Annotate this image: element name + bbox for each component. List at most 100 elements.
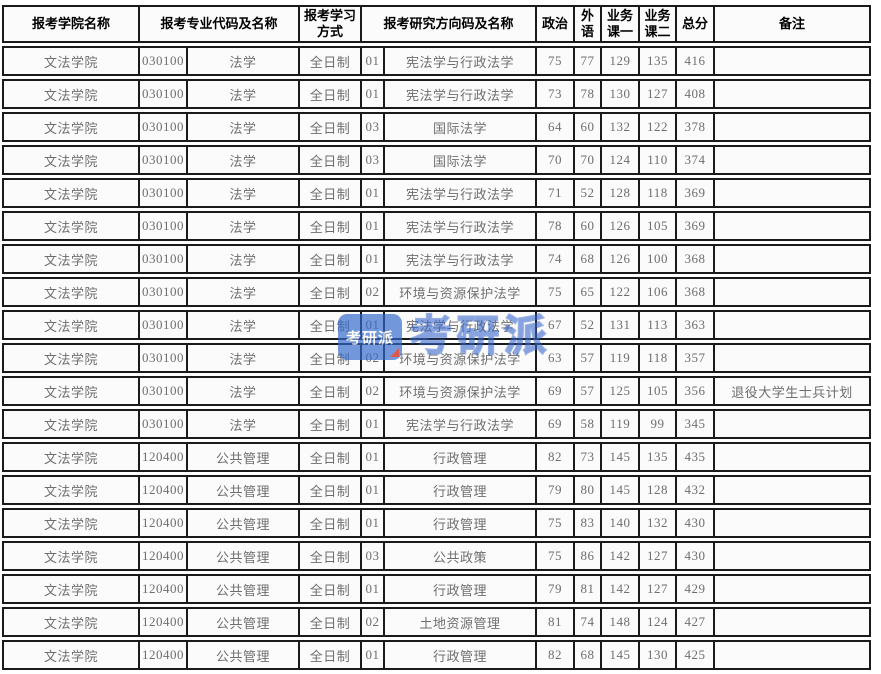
cell-course1: 132 — [602, 112, 641, 142]
cell-note — [715, 409, 872, 439]
cell-course2: 127 — [640, 79, 678, 109]
cell-major_name: 公共管理 — [188, 541, 301, 571]
cell-course1: 145 — [602, 442, 641, 472]
col-header-study-mode: 报考学习方式 — [300, 5, 363, 43]
cell-politics: 79 — [537, 475, 576, 505]
cell-note — [715, 112, 872, 142]
cell-total: 435 — [677, 442, 716, 472]
cell-course1: 129 — [602, 46, 641, 76]
col-header-course1: 业务课一 — [602, 5, 641, 43]
cell-foreign_lang: 73 — [575, 442, 603, 472]
cell-foreign_lang: 80 — [575, 475, 603, 505]
table-row: 文法学院 030100 法学 全日制 03 国际法学 64 60 132 122 378 — [2, 112, 872, 142]
cell-dir_name: 宪法学与行政法学 — [385, 79, 538, 109]
cell-college: 文法学院 — [2, 409, 140, 439]
cell-course1: 142 — [602, 541, 641, 571]
cell-study_mode: 全日制 — [300, 310, 363, 340]
cell-major_code: 030100 — [140, 145, 188, 175]
cell-course2: 106 — [640, 277, 678, 307]
cell-foreign_lang: 78 — [575, 79, 603, 109]
cell-note — [715, 46, 872, 76]
cell-note — [715, 574, 872, 604]
cell-foreign_lang: 68 — [575, 640, 603, 670]
cell-course2: 118 — [640, 178, 678, 208]
cell-total: 427 — [677, 607, 716, 637]
cell-study_mode: 全日制 — [300, 475, 363, 505]
cell-major_code: 030100 — [140, 244, 188, 274]
cell-total: 368 — [677, 277, 716, 307]
cell-course2: 124 — [640, 607, 678, 637]
cell-note — [715, 607, 872, 637]
cell-dir_name: 行政管理 — [385, 475, 538, 505]
cell-study_mode: 全日制 — [300, 145, 363, 175]
cell-note — [715, 145, 872, 175]
cell-major_name: 法学 — [188, 112, 301, 142]
cell-course2: 127 — [640, 574, 678, 604]
cell-foreign_lang: 60 — [575, 112, 603, 142]
cell-dir_name: 宪法学与行政法学 — [385, 46, 538, 76]
cell-major_code: 120400 — [140, 442, 188, 472]
cell-foreign_lang: 57 — [575, 376, 603, 406]
table-row: 文法学院 120400 公共管理 全日制 01 行政管理 79 81 142 127 429 — [2, 574, 872, 604]
cell-dir_code: 03 — [362, 145, 386, 175]
cell-course1: 145 — [602, 640, 641, 670]
table-row: 文法学院 120400 公共管理 全日制 01 行政管理 79 80 145 128 432 — [2, 475, 872, 505]
col-header-direction: 报考研究方向码及名称 — [362, 5, 538, 43]
cell-study_mode: 全日制 — [300, 409, 363, 439]
cell-course1: 119 — [602, 409, 641, 439]
cell-note — [715, 640, 872, 670]
cell-major_name: 法学 — [188, 376, 301, 406]
cell-dir_name: 行政管理 — [385, 574, 538, 604]
cell-dir_code: 01 — [362, 46, 386, 76]
cell-major_code: 030100 — [140, 376, 188, 406]
cell-course2: 135 — [640, 442, 678, 472]
cell-major_code: 030100 — [140, 112, 188, 142]
cell-foreign_lang: 52 — [575, 178, 603, 208]
cell-note — [715, 310, 872, 340]
cell-major_code: 030100 — [140, 409, 188, 439]
cell-major_name: 法学 — [188, 277, 301, 307]
cell-course2: 132 — [640, 508, 678, 538]
cell-major_name: 法学 — [188, 310, 301, 340]
cell-college: 文法学院 — [2, 607, 140, 637]
cell-study_mode: 全日制 — [300, 442, 363, 472]
cell-major_code: 120400 — [140, 541, 188, 571]
cell-foreign_lang: 60 — [575, 211, 603, 241]
cell-note — [715, 178, 872, 208]
cell-major_code: 030100 — [140, 343, 188, 373]
cell-course2: 118 — [640, 343, 678, 373]
table-row: 文法学院 030100 法学 全日制 02 环境与资源保护法学 69 57 125 105 356 退… — [2, 376, 872, 406]
col-header-course2: 业务课二 — [640, 5, 678, 43]
cell-college: 文法学院 — [2, 277, 140, 307]
cell-note — [715, 244, 872, 274]
table-row: 文法学院 120400 公共管理 全日制 01 行政管理 82 68 145 130 425 — [2, 640, 872, 670]
cell-course2: 99 — [640, 409, 678, 439]
cell-dir_code: 02 — [362, 376, 386, 406]
cell-total: 369 — [677, 211, 716, 241]
cell-major_code: 030100 — [140, 277, 188, 307]
cell-note: 退役大学生士兵计划 — [715, 376, 872, 406]
cell-politics: 82 — [537, 640, 576, 670]
cell-college: 文法学院 — [2, 640, 140, 670]
cell-dir_name: 公共政策 — [385, 541, 538, 571]
cell-dir_code: 03 — [362, 541, 386, 571]
cell-dir_name: 土地资源管理 — [385, 607, 538, 637]
cell-foreign_lang: 74 — [575, 607, 603, 637]
cell-course2: 130 — [640, 640, 678, 670]
col-header-note: 备注 — [715, 5, 872, 43]
table-row: 文法学院 120400 公共管理 全日制 01 行政管理 75 83 140 132 430 — [2, 508, 872, 538]
cell-major_code: 120400 — [140, 607, 188, 637]
cell-total: 374 — [677, 145, 716, 175]
cell-course2: 105 — [640, 211, 678, 241]
cell-major_name: 法学 — [188, 409, 301, 439]
cell-foreign_lang: 81 — [575, 574, 603, 604]
cell-study_mode: 全日制 — [300, 541, 363, 571]
cell-college: 文法学院 — [2, 574, 140, 604]
cell-study_mode: 全日制 — [300, 112, 363, 142]
cell-course1: 131 — [602, 310, 641, 340]
cell-dir_code: 01 — [362, 574, 386, 604]
cell-politics: 78 — [537, 211, 576, 241]
cell-total: 432 — [677, 475, 716, 505]
cell-dir_name: 宪法学与行政法学 — [385, 178, 538, 208]
